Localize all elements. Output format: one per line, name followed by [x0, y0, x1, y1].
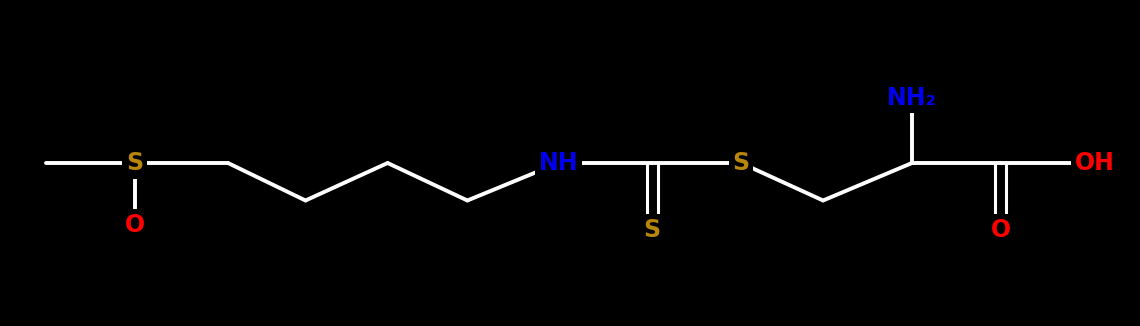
Text: NH₂: NH₂: [887, 86, 937, 110]
Text: OH: OH: [1075, 151, 1114, 175]
Text: NH: NH: [539, 151, 578, 175]
Text: S: S: [643, 218, 661, 242]
Text: S: S: [732, 151, 750, 175]
Text: S: S: [125, 151, 144, 175]
Text: O: O: [124, 213, 145, 237]
Text: O: O: [991, 218, 1011, 242]
